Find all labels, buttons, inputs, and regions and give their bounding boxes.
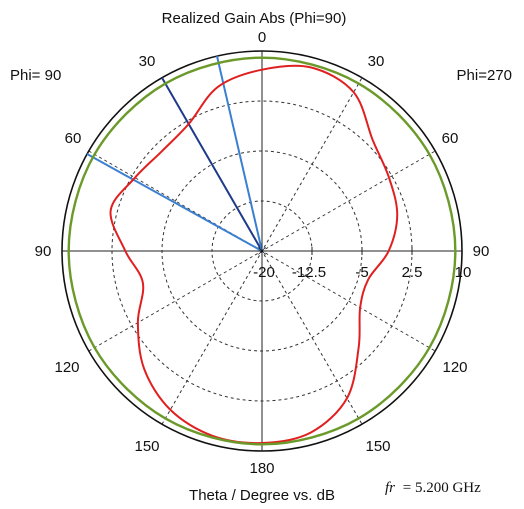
- marker-line: [86, 153, 263, 252]
- marker-line: [216, 55, 263, 252]
- marker-line: [161, 77, 263, 252]
- angle-label-180: 180: [249, 460, 274, 477]
- angle-label-90-right: 90: [473, 243, 490, 260]
- left-phi-label: Phi= 90: [10, 67, 61, 84]
- angle-label-60-right: 60: [442, 130, 459, 147]
- angle-label-150-right: 150: [365, 438, 390, 455]
- angle-label-120-right: 120: [442, 359, 467, 376]
- chart-title: Realized Gain Abs (Phi=90): [162, 10, 347, 27]
- frequency-value: = 5.200 GHz: [403, 480, 481, 496]
- series-layer: ✳: [67, 55, 457, 446]
- frequency-label: fr = 5.200 GHz: [385, 480, 481, 496]
- x-axis-label: Theta / Degree vs. dB: [189, 487, 335, 504]
- angle-label-60-left: 60: [65, 130, 82, 147]
- angle-label-30-right: 30: [368, 53, 385, 70]
- center-star-icon: ✳: [256, 244, 268, 260]
- series-line-1: [67, 56, 457, 446]
- right-phi-label: Phi=270: [457, 67, 512, 84]
- angle-label-30-left: 30: [139, 53, 156, 70]
- radial-tick-label: 2.5: [402, 264, 423, 281]
- frequency-symbol: fr: [385, 480, 395, 496]
- outer-ring: [61, 50, 463, 452]
- angle-label-120-left: 120: [54, 359, 79, 376]
- radial-tick-label: -12.5: [292, 264, 326, 281]
- angle-label-150-left: 150: [134, 438, 159, 455]
- radial-tick-label: 10: [455, 264, 472, 281]
- angle-label-90-left: 90: [35, 243, 52, 260]
- angle-label-0: 0: [258, 29, 266, 46]
- series-line-0: [109, 64, 399, 445]
- radial-tick-label: -20: [253, 264, 275, 281]
- radial-tick-label: -5: [355, 264, 368, 281]
